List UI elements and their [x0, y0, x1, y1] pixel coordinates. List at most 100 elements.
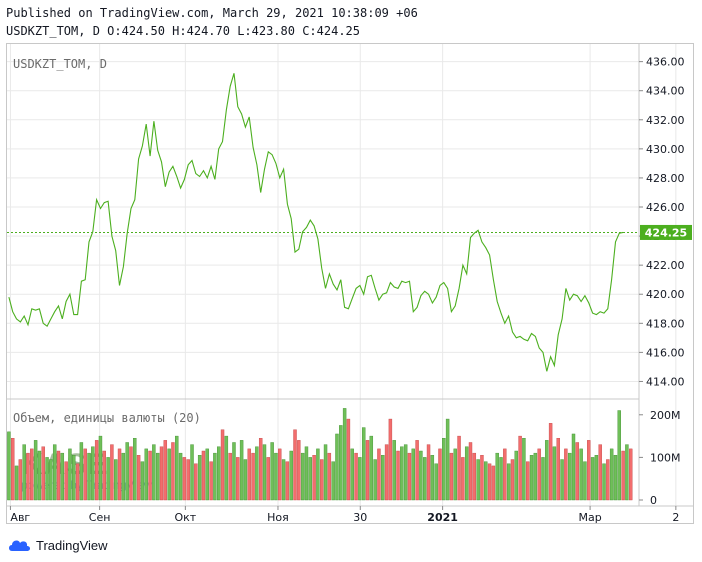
volume-bar	[381, 455, 385, 501]
volume-bar	[102, 450, 106, 501]
volume-bar	[354, 452, 358, 501]
time-axis[interactable]: Авг Сен Окт Ноя 30 2021 Мар 2	[9, 506, 679, 523]
volume-bar	[239, 440, 244, 501]
volume-bar	[384, 444, 389, 501]
volume-bar	[255, 446, 259, 501]
volume-bar	[495, 452, 499, 501]
volume-bar	[327, 452, 332, 501]
volume-bar	[209, 461, 213, 501]
volume-bar	[11, 438, 15, 501]
footer-brand[interactable]: TradingView	[8, 536, 108, 554]
volume-bar	[190, 444, 194, 501]
volume-bar	[453, 448, 457, 501]
price-axis[interactable]: 414.00416.00418.00420.00422.00424.00426.…	[639, 56, 685, 389]
volume-bar	[45, 457, 49, 501]
volume-bar	[587, 440, 591, 501]
volume-bar	[361, 427, 366, 501]
volume-bar	[526, 461, 530, 501]
volume-bar	[419, 450, 423, 501]
volume-tick-label: 0	[650, 494, 657, 507]
volume-bar	[205, 448, 209, 501]
volume-bar	[567, 452, 572, 501]
volume-bar	[548, 423, 553, 501]
volume-bar	[426, 444, 431, 501]
volume-bar	[400, 446, 404, 501]
volume-bars	[7, 408, 633, 501]
volume-bar	[484, 461, 488, 501]
volume-bar	[121, 452, 126, 501]
price-series	[8, 73, 624, 372]
volume-bar	[545, 440, 549, 501]
volume-bar	[197, 455, 202, 501]
price-tick-label: 416.00	[646, 346, 685, 359]
volume-bar	[251, 452, 255, 501]
volume-bar	[407, 452, 412, 501]
volume-bar	[331, 461, 335, 501]
price-pane-title: USDKZT_TOM, D	[13, 57, 107, 71]
volume-bar	[171, 442, 175, 501]
volume-bar	[438, 448, 442, 501]
volume-bar	[30, 448, 34, 501]
volume-bar	[613, 455, 618, 501]
last-price-badge: 424.25	[640, 224, 692, 240]
last-price-badge-bg	[640, 224, 692, 240]
volume-bar	[629, 448, 633, 501]
volume-bar	[304, 446, 309, 501]
volume-bar	[598, 444, 602, 501]
price-line	[8, 73, 624, 372]
volume-bar	[339, 425, 343, 501]
volume-bar	[228, 452, 232, 501]
volume-bar	[323, 444, 328, 501]
price-tick-label: 420.00	[646, 288, 685, 301]
volume-bar	[129, 446, 133, 501]
volume-bar	[430, 455, 435, 501]
volume-bar	[609, 448, 614, 501]
volume-bar	[457, 435, 461, 501]
volume-bar	[247, 448, 251, 501]
volume-bar	[350, 448, 354, 501]
volume-bar	[201, 450, 206, 501]
volume-bar	[342, 408, 347, 501]
volume-bar	[243, 459, 248, 501]
volume-bar	[236, 457, 240, 501]
volume-bar	[163, 440, 168, 501]
time-tick-label: Ноя	[267, 511, 289, 523]
volume-bar	[258, 438, 263, 501]
volume-bar	[83, 448, 87, 501]
volume-bar	[346, 418, 351, 501]
volume-bar	[94, 440, 99, 501]
volume-bar	[278, 448, 282, 501]
volume-bar	[358, 457, 362, 501]
volume-bar	[335, 433, 339, 501]
volume-bar	[415, 440, 419, 501]
volume-axis[interactable]: 0 100M 200M	[639, 409, 681, 507]
volume-bar	[91, 446, 95, 501]
volume-bar	[182, 457, 187, 501]
volume-bar	[320, 459, 324, 501]
volume-bar	[133, 438, 137, 501]
chart-frame[interactable]: KASE powered by TradingView 414.00416.00…	[6, 43, 694, 524]
time-tick-label: 2	[672, 511, 679, 523]
volume-bar	[464, 446, 469, 501]
volume-bar	[491, 465, 496, 501]
volume-bar	[541, 457, 545, 501]
volume-bar	[159, 446, 164, 501]
time-tick-label: 2021	[427, 511, 458, 523]
volume-bar	[480, 455, 484, 501]
chart-svg[interactable]: KASE powered by TradingView 414.00416.00…	[7, 44, 693, 523]
volume-bar	[503, 448, 507, 501]
volume-bar	[506, 463, 511, 501]
volume-bar	[392, 440, 396, 501]
volume-bar	[87, 452, 91, 501]
volume-bar	[445, 418, 450, 501]
volume-bar	[606, 459, 610, 501]
volume-bar	[583, 461, 587, 501]
volume-bar	[308, 457, 312, 501]
volume-bar	[552, 446, 557, 501]
volume-bar	[472, 452, 477, 501]
volume-bar	[14, 465, 19, 501]
volume-bar	[167, 448, 171, 501]
volume-bar	[579, 448, 583, 501]
volume-bar	[564, 448, 568, 501]
volume-bar	[49, 459, 53, 501]
